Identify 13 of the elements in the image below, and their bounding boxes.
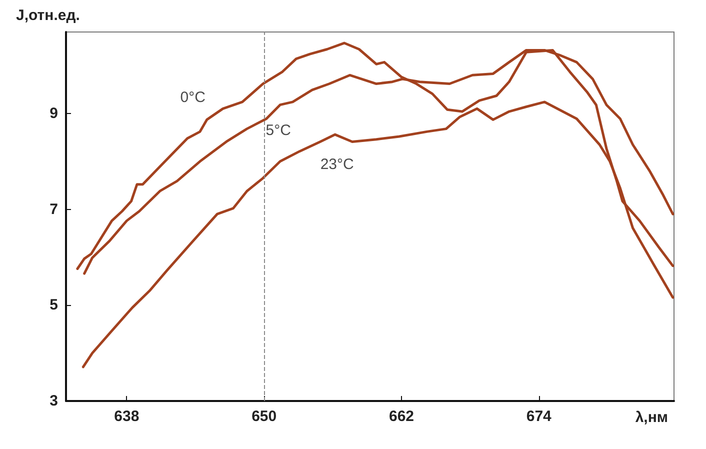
y-tick-label: 5 [50,296,58,314]
x-tick-label: 638 [114,408,140,425]
x-axis-title: λ,нм [635,409,668,426]
x-tick-label: 650 [252,408,277,425]
y-tick-label: 3 [50,392,58,410]
y-axis-title: J,отн.ед. [16,7,80,24]
y-tick-label: 9 [50,104,58,122]
y-tick-label: 7 [50,200,58,218]
series-label: 23°C [320,156,354,174]
x-tick-label: 662 [388,408,414,425]
series-label: 0°C [180,89,206,106]
x-tick-label: 674 [526,408,552,425]
series-label: 5°C [266,122,292,140]
